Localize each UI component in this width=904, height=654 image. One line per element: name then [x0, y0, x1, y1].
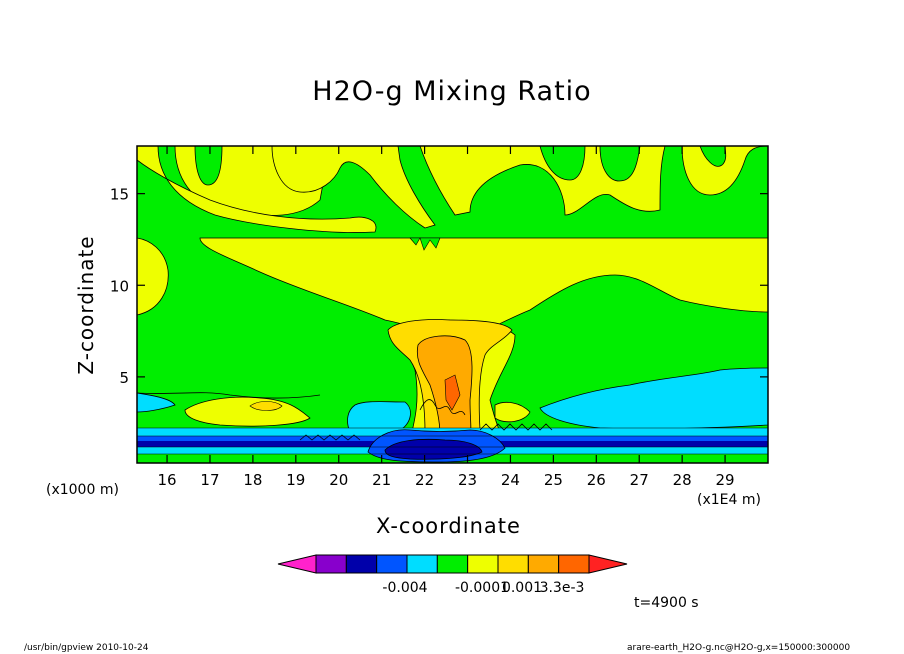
colorbar-swatch [558, 554, 590, 574]
x-tick-label: 29 [716, 471, 735, 489]
colorbar-label: -0.004 [382, 580, 427, 596]
y-axis: 5 10 15 [110, 186, 768, 387]
x-tick-label: 23 [458, 471, 477, 489]
contour-line [137, 392, 321, 399]
x-tick-label: 16 [158, 471, 177, 489]
x-tick-label: 18 [243, 471, 262, 489]
colorbar-swatch [497, 554, 529, 574]
contour-band-cyan [347, 401, 411, 433]
contour-band-dark-orange [444, 374, 461, 411]
colorbar-swatch [527, 554, 560, 574]
x-tick-label: 25 [544, 471, 563, 489]
colorbar-swatch [315, 554, 347, 574]
contour-band-yellow [494, 401, 531, 423]
contour-band-cyan [137, 392, 176, 413]
footer-right: arare-earth_H2O-g.nc@H2O-g,x=150000:3000… [627, 643, 851, 653]
x-tick-label: 21 [372, 471, 391, 489]
contour-line [419, 399, 466, 416]
contour-band-yellow [681, 146, 768, 196]
y-tick-label: 15 [110, 186, 129, 204]
y-tick-label: 10 [110, 277, 129, 295]
plot-frame [136, 145, 769, 464]
x-tick-label: 28 [673, 471, 692, 489]
colorbar [277, 554, 628, 574]
contour-line [299, 434, 361, 441]
x-unit-label: (x1000 m) [46, 482, 119, 498]
contour-band-green [409, 237, 441, 251]
x-axis: 16 17 18 19 20 21 22 23 24 25 26 27 28 29 [158, 146, 735, 489]
chart-title: H2O-g Mixing Ratio [312, 76, 592, 107]
colorbar-label: -0.0001 [455, 580, 509, 596]
colorbar-swatch [436, 554, 469, 574]
x-tick-label: 19 [286, 471, 305, 489]
contour-band-yellow [137, 237, 169, 316]
y-axis-label: Z-coordinate [74, 235, 98, 375]
x-unit-label-2: (x1E4 m) [697, 492, 761, 508]
colorbar-swatch [376, 554, 408, 574]
colorbar-swatch [277, 554, 317, 574]
colorbar-label: 3.3e-3 [540, 580, 585, 596]
footer-left: /usr/bin/gpview 2010-10-24 [24, 643, 149, 653]
x-tick-label: 20 [329, 471, 348, 489]
x-tick-label: 17 [200, 471, 219, 489]
contour-line [137, 427, 768, 455]
contour-band-gold [249, 401, 283, 411]
x-axis-label: X-coordinate [376, 514, 521, 538]
contour-line [479, 423, 553, 431]
time-annotation: t=4900 s [634, 595, 699, 611]
contour-band-green [194, 146, 223, 186]
colorbar-swatch [406, 554, 438, 574]
x-tick-label: 24 [501, 471, 520, 489]
colorbar-swatch [467, 554, 499, 574]
contour-band-green [539, 146, 586, 181]
contour-fill [137, 146, 768, 463]
x-tick-label: 22 [415, 471, 434, 489]
contour-band-orange [416, 335, 473, 436]
y-tick-label: 5 [119, 369, 129, 387]
contour-band-yellow [271, 146, 436, 229]
colorbar-swatch [588, 554, 628, 574]
x-tick-label: 27 [630, 471, 649, 489]
x-tick-label: 26 [587, 471, 606, 489]
colorbar-swatch [345, 554, 378, 574]
colorbar-label: 0.001 [502, 580, 542, 596]
contour-band-yellow [137, 146, 377, 233]
